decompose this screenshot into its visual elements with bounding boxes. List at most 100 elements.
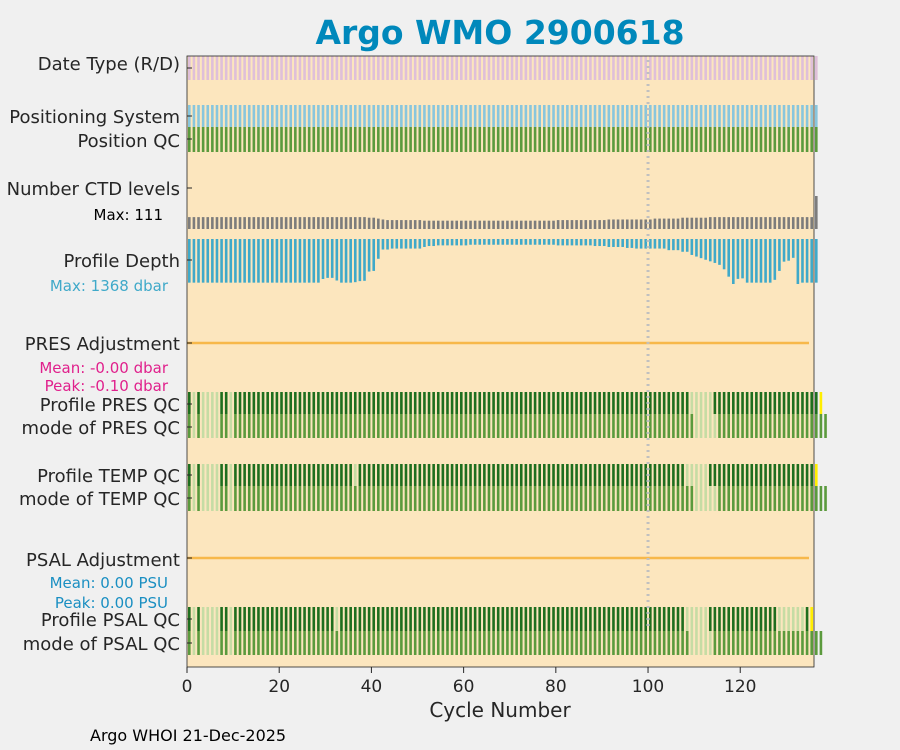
pres-profile-qc-bar xyxy=(464,392,468,414)
pres-profile-qc-bar xyxy=(450,392,454,414)
pres-mode-qc-bar xyxy=(326,414,329,438)
psal-profile-qc-bar xyxy=(455,607,458,631)
pres-profile-qc-bar xyxy=(616,392,620,414)
date-type-bar xyxy=(570,56,574,80)
psal-profile-qc-bar xyxy=(515,607,518,631)
psal-mode-qc-bar xyxy=(755,631,758,655)
psal-profile-qc-bar xyxy=(616,607,620,631)
positioning-bar xyxy=(732,105,735,127)
psal-mode-qc-bar xyxy=(635,631,638,655)
positioning-bar xyxy=(455,105,458,127)
profile-depth-bar xyxy=(312,239,316,283)
ctd-level-bar xyxy=(349,217,352,229)
psal-profile-qc-bar xyxy=(579,607,583,631)
position-qc-bar xyxy=(759,127,763,152)
temp-profile-qc-bar xyxy=(312,464,316,486)
pres-profile-qc-bar xyxy=(736,392,740,414)
profile-depth-bar xyxy=(727,239,731,277)
pres-profile-qc-bar xyxy=(261,392,265,414)
profile-depth-bar xyxy=(810,239,813,283)
pres-profile-qc-bar xyxy=(257,392,260,414)
psal-mode-qc-bar xyxy=(432,631,435,655)
date-type-bar xyxy=(543,56,546,80)
psal-profile-qc-bar xyxy=(381,607,385,631)
date-type-bar xyxy=(192,56,196,80)
date-type-bar xyxy=(312,56,316,80)
psal-profile-qc-bar xyxy=(667,607,671,631)
position-qc-bar xyxy=(708,127,712,152)
psal-mode-qc-bar xyxy=(483,631,486,655)
profile-depth-bar xyxy=(815,239,818,283)
temp-profile-qc-bar xyxy=(639,464,643,486)
position-qc-bar xyxy=(778,127,781,152)
profile-depth-bar xyxy=(805,239,809,283)
profile-depth-bar xyxy=(708,239,712,262)
positioning-bar xyxy=(589,105,592,127)
date-type-bar xyxy=(630,56,634,80)
psal-mode-qc-bar xyxy=(625,631,629,655)
temp-profile-qc-bar xyxy=(685,464,689,486)
position-qc-bar xyxy=(496,127,500,152)
pres-profile-qc-bar xyxy=(377,392,380,414)
positioning-bar xyxy=(289,105,293,127)
pres-profile-qc-bar xyxy=(815,392,818,414)
ctd-level-bar xyxy=(589,220,592,229)
pres-mode-qc-bar xyxy=(584,414,588,438)
temp-profile-qc-bar xyxy=(317,464,320,486)
footer-text: Argo WHOI 21-Dec-2025 xyxy=(90,726,286,745)
label-profile-depth: Profile Depth xyxy=(63,251,180,272)
temp-profile-qc-bar xyxy=(201,464,205,486)
pres-mode-qc-bar xyxy=(381,414,385,438)
positioning-bar xyxy=(662,105,666,127)
positioning-bar xyxy=(404,105,408,127)
profile-depth-bar xyxy=(543,239,546,245)
temp-mode-qc-bar xyxy=(639,486,643,511)
position-qc-bar xyxy=(367,127,371,152)
date-type-bar xyxy=(639,56,643,80)
pres-mode-qc-bar xyxy=(220,414,223,438)
temp-mode-qc-bar xyxy=(326,486,329,511)
position-qc-bar xyxy=(340,127,343,152)
pres-mode-qc-bar xyxy=(552,414,555,438)
temp-profile-qc-bar xyxy=(436,464,440,486)
profile-depth-bar xyxy=(330,239,334,278)
positioning-bar xyxy=(257,105,260,127)
pres-profile-qc-bar xyxy=(759,392,763,414)
temp-mode-qc-bar xyxy=(810,486,813,511)
date-type-bar xyxy=(547,56,551,80)
position-qc-bar xyxy=(197,127,200,152)
ctd-level-bar xyxy=(768,217,772,229)
ctd-level-bar xyxy=(815,196,818,229)
date-type-bar xyxy=(533,56,537,80)
psal-profile-qc-bar xyxy=(335,607,339,631)
profile-depth-bar xyxy=(621,239,624,247)
profile-depth-bar xyxy=(460,239,463,246)
profile-depth-bar xyxy=(284,239,288,283)
position-qc-bar xyxy=(598,127,601,152)
position-qc-bar xyxy=(436,127,440,152)
position-qc-bar xyxy=(386,127,389,152)
temp-profile-qc-bar xyxy=(390,464,394,486)
ctd-level-bar xyxy=(773,217,777,229)
position-qc-bar xyxy=(298,127,302,152)
position-qc-bar xyxy=(303,127,306,152)
temp-profile-qc-bar xyxy=(575,464,578,486)
pres-mode-qc-bar xyxy=(280,414,283,438)
pres-mode-qc-bar xyxy=(501,414,505,438)
pres-mode-qc-bar xyxy=(796,414,800,438)
pres-profile-qc-bar xyxy=(238,392,242,414)
position-qc-bar xyxy=(252,127,256,152)
pres-mode-qc-bar xyxy=(727,414,731,438)
positioning-bar xyxy=(755,105,758,127)
date-type-bar xyxy=(294,56,297,80)
pres-mode-qc-bar xyxy=(441,414,445,438)
date-type-bar xyxy=(612,56,615,80)
psal-profile-qc-bar xyxy=(672,607,675,631)
pres-profile-qc-bar xyxy=(708,392,712,414)
positioning-bar xyxy=(510,105,514,127)
psal-profile-qc-bar xyxy=(708,607,712,631)
date-type-bar xyxy=(247,56,251,80)
psal-mode-qc-bar xyxy=(317,631,320,655)
pres-mode-qc-bar xyxy=(672,414,675,438)
temp-profile-qc-bar xyxy=(427,464,431,486)
